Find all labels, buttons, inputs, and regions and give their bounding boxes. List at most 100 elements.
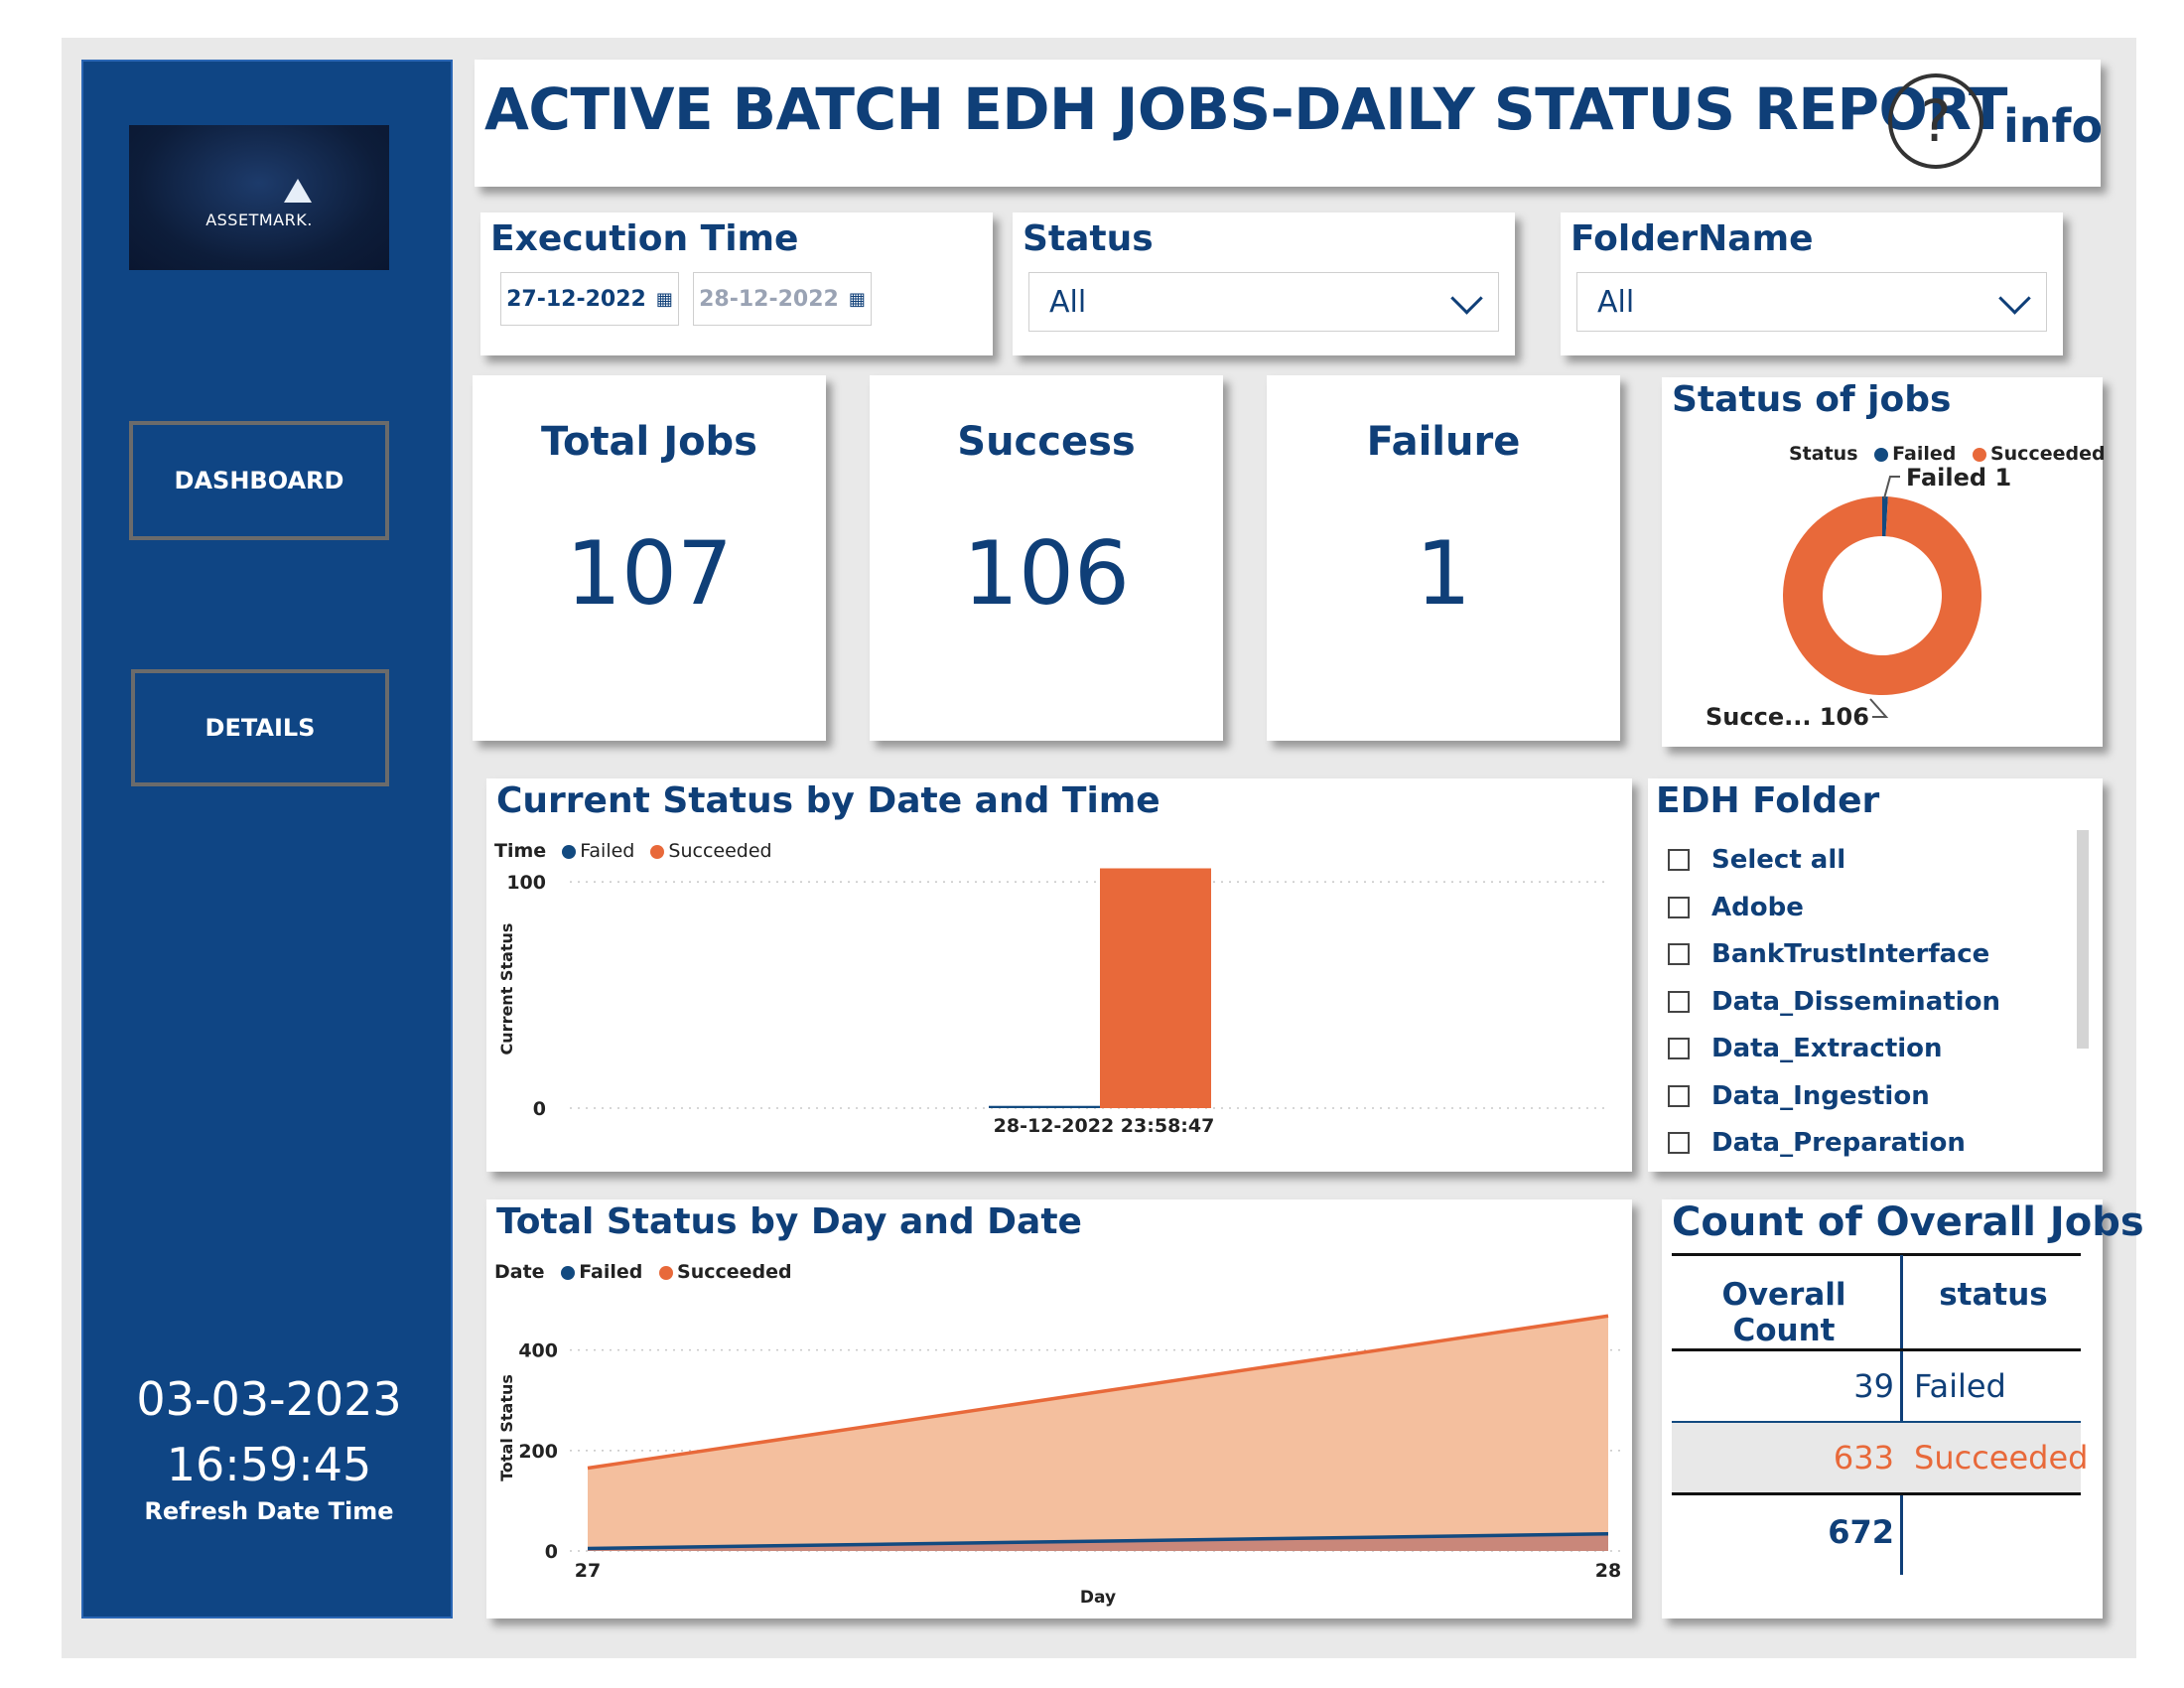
row-status: Failed: [1914, 1367, 2006, 1405]
total-legend-failed: Failed: [579, 1261, 643, 1283]
current-status-card: Current Status by Date and Time Time Fai…: [486, 778, 1632, 1172]
failed-legend-dot: [1874, 447, 1889, 462]
folder-checkbox-item[interactable]: Data_Ingestion: [1668, 1076, 1930, 1116]
folder-checkbox-item[interactable]: Adobe: [1668, 888, 1804, 927]
y-tick-label: 100: [506, 872, 546, 894]
donut-label-failed: Failed 1: [1906, 464, 2011, 492]
current-legend-succeeded: Succeeded: [668, 840, 772, 862]
total-status-chart: 0 200 400 27 28 Day Total Status: [497, 1314, 1621, 1608]
total-legend-succeeded: Succeeded: [677, 1261, 792, 1283]
bar-failed: [989, 1105, 1100, 1108]
donut-slice-failed: [1882, 496, 1888, 537]
donut-legend-failed: Failed: [1892, 443, 1957, 465]
folder-checkbox-item[interactable]: Select all: [1668, 840, 1845, 880]
y-tick-label: 0: [533, 1098, 546, 1120]
x-axis-title: Day: [1080, 1588, 1116, 1608]
kpi-success-value: 106: [963, 522, 1130, 625]
kpi-total-title: Total Jobs: [540, 419, 757, 465]
y-tick-label: 400: [518, 1340, 558, 1362]
current-status-title: Current Status by Date and Time: [496, 780, 1160, 821]
checkbox[interactable]: [1668, 849, 1690, 871]
help-icon[interactable]: ?: [1888, 73, 1983, 169]
current-status-chart: 0 100 Current Status 28-12-2022 23:58:47: [497, 868, 1608, 1137]
kpi-total-value: 107: [566, 522, 733, 625]
folder-checkbox-label: Select all: [1711, 845, 1846, 875]
page-title: ACTIVE BATCH EDH JOBS-DAILY STATUS REPOR…: [484, 75, 2007, 143]
start-date-input[interactable]: 27-12-2022 ▦: [500, 272, 679, 326]
folder-checkbox-item[interactable]: BankTrustInterface: [1668, 934, 1989, 974]
total-status-legend-title: Date: [494, 1261, 545, 1283]
folder-name-dropdown[interactable]: All: [1576, 272, 2047, 332]
donut-label-succeeded: Succe... 106: [1706, 703, 1869, 731]
checkbox[interactable]: [1668, 990, 1690, 1013]
chevron-down-icon[interactable]: [1450, 282, 1483, 315]
y-axis-title: Current Status: [497, 923, 516, 1055]
status-dropdown[interactable]: All: [1028, 272, 1499, 332]
kpi-failure-title: Failure: [1366, 419, 1521, 465]
current-legend-failed: Failed: [580, 840, 635, 862]
folder-name-dropdown-value: All: [1597, 284, 1635, 320]
leader-line: [1883, 476, 1900, 499]
details-button[interactable]: DETAILS: [131, 669, 389, 786]
checkbox[interactable]: [1668, 896, 1690, 918]
logo-mark-icon: [284, 179, 312, 203]
row-status: Succeeded: [1914, 1439, 2089, 1477]
overall-jobs-card: Count of Overall Jobs Overall Count stat…: [1662, 1199, 2144, 1618]
calendar-icon[interactable]: ▦: [848, 288, 866, 310]
info-button[interactable]: info: [2003, 99, 2104, 153]
donut-legend-title: Status: [1789, 443, 1858, 465]
status-of-jobs-card: Status of jobs Status Failed Succeeded F…: [1662, 377, 2106, 747]
folder-checkbox-item[interactable]: Data_Dissemination: [1668, 982, 2000, 1022]
table-divider: [1672, 1348, 2081, 1351]
end-date-input[interactable]: 28-12-2022 ▦: [693, 272, 872, 326]
assetmark-logo: ASSETMARK.: [129, 125, 389, 270]
donut-legend: Status Failed Succeeded: [1789, 443, 2106, 465]
folder-checkbox-label: BankTrustInterface: [1711, 939, 1990, 969]
checkbox[interactable]: [1668, 1038, 1690, 1059]
succeeded-legend-dot: [650, 844, 665, 859]
col-header-status: status: [1939, 1277, 2048, 1313]
checkbox[interactable]: [1668, 943, 1690, 965]
dashboard-button[interactable]: DASHBOARD: [129, 421, 389, 540]
current-status-legend-title: Time: [494, 840, 547, 862]
folder-checkbox-label: Adobe: [1711, 892, 1804, 922]
chevron-down-icon[interactable]: [1998, 282, 2031, 315]
failed-legend-dot: [562, 844, 577, 859]
total-status-card: Total Status by Day and Date Date Failed…: [486, 1199, 1632, 1618]
start-date-value: 27-12-2022: [506, 286, 646, 312]
edh-folder-title: EDH Folder: [1656, 780, 1880, 821]
end-date-value: 28-12-2022: [699, 286, 839, 312]
x-tick-label: 28: [1595, 1560, 1621, 1582]
table-column-divider: [1900, 1255, 1903, 1575]
status-of-jobs-title: Status of jobs: [1672, 379, 1952, 420]
folder-checkbox-item[interactable]: Data_Extraction: [1668, 1029, 1943, 1068]
x-tick-label: 28-12-2022 23:58:47: [994, 1115, 1215, 1137]
calendar-icon[interactable]: ▦: [655, 288, 673, 310]
donut-legend-succeeded: Succeeded: [1989, 443, 2106, 465]
table-row: 633 Succeeded: [1672, 1423, 2088, 1492]
table-divider: [1672, 1253, 2081, 1256]
y-axis-title: Total Status: [497, 1374, 516, 1481]
total-status-title: Total Status by Day and Date: [496, 1201, 1082, 1242]
x-tick-label: 27: [575, 1560, 601, 1582]
donut-slice-succeeded: [1782, 496, 1981, 695]
table-divider: [1672, 1492, 2081, 1495]
checkbox[interactable]: [1668, 1132, 1690, 1154]
current-status-legend: Time Failed Succeeded: [494, 840, 772, 862]
col-header-count: Overall Count: [1721, 1277, 1846, 1348]
area-succeeded: [588, 1316, 1608, 1551]
report-header: ACTIVE BATCH EDH JOBS-DAILY STATUS REPOR…: [475, 60, 2104, 187]
line-failed: [587, 1532, 1609, 1551]
succeeded-legend-dot: [659, 1265, 674, 1280]
refresh-date: 03-03-2023: [136, 1372, 402, 1426]
folder-checkbox-label: Data_Ingestion: [1711, 1080, 1930, 1111]
folder-checkbox-label: Data_Preparation: [1711, 1128, 1966, 1158]
checkbox[interactable]: [1668, 1084, 1690, 1107]
y-tick-label: 200: [518, 1441, 558, 1463]
folder-checkbox-label: Data_Extraction: [1711, 1034, 1943, 1063]
folder-list-scrollbar[interactable]: [2077, 830, 2089, 1049]
kpi-total-jobs: Total Jobs 107: [473, 375, 826, 741]
folder-checkbox-item[interactable]: Data_Preparation: [1668, 1123, 1966, 1163]
sidebar: ASSETMARK. DASHBOARD DETAILS 03-03-2023 …: [81, 60, 453, 1618]
execution-time-title: Execution Time: [490, 218, 799, 259]
